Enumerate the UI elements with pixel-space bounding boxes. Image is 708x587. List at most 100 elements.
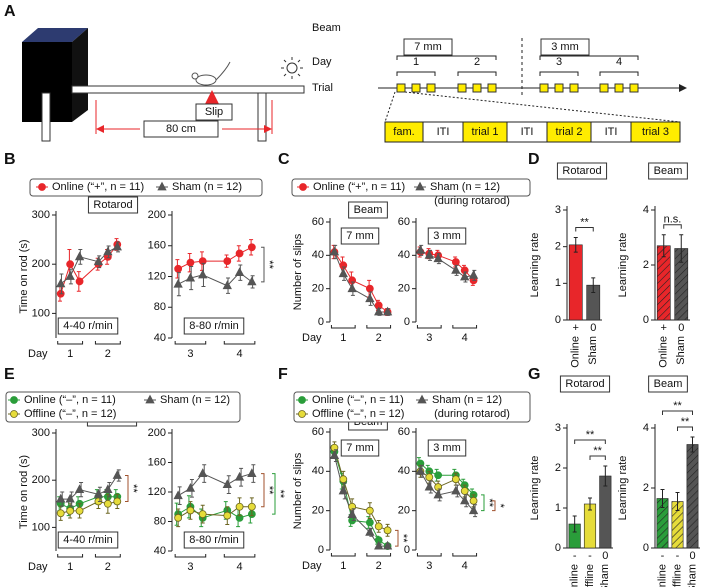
width-label: 3 mm — [551, 41, 579, 53]
marker — [298, 396, 306, 404]
marker — [247, 502, 256, 511]
error-bar — [573, 237, 578, 253]
significance-label: n.s. — [664, 214, 682, 226]
panel-header-box — [559, 375, 611, 393]
annotation-box — [340, 439, 380, 457]
y-tick-label: 3 — [555, 422, 561, 434]
y-tick-label: 2 — [555, 241, 561, 253]
trial-part-label: ITI — [437, 126, 450, 138]
significance-bracket — [481, 494, 485, 512]
box-top — [22, 28, 88, 42]
x-tick-label: Online — [569, 564, 581, 587]
marker — [112, 241, 122, 251]
day-bracket — [366, 553, 392, 557]
day-bracket — [57, 554, 84, 558]
marker — [65, 271, 75, 280]
marker — [157, 181, 167, 191]
legend-label: Online (“+”, n = 11) — [52, 181, 144, 193]
marker — [460, 495, 470, 505]
legend-label: Sham (n = 12) — [432, 394, 502, 406]
y-tick-label: 40 — [312, 249, 324, 261]
day-bracket — [457, 71, 497, 76]
marker — [417, 394, 427, 404]
marker — [365, 506, 374, 515]
panel-header: Beam — [654, 378, 683, 390]
width-box — [540, 38, 590, 56]
marker — [174, 513, 183, 522]
marker — [185, 482, 196, 492]
x-tick-label: Offline — [584, 564, 596, 587]
marker — [56, 493, 66, 503]
significance-label: ** — [586, 429, 595, 441]
zoom-line — [384, 91, 396, 123]
y-axis-label: Time on rod (s) — [18, 239, 30, 313]
day-bracket — [539, 71, 579, 76]
distance-box — [143, 120, 219, 138]
beam — [71, 85, 305, 94]
significance-label: ** — [263, 260, 275, 269]
bar-label: + — [573, 322, 579, 334]
day-bracket — [416, 325, 442, 329]
marker — [382, 540, 393, 550]
y-tick-label: 40 — [154, 332, 166, 344]
marker — [339, 475, 348, 484]
day-number: 1 — [413, 56, 419, 68]
marker — [223, 511, 232, 520]
y-axis-label: Learning rate — [617, 233, 629, 298]
day-bracket — [396, 71, 436, 76]
trial-part-label: trial 1 — [472, 126, 499, 138]
error-bar — [675, 492, 680, 511]
day-label: 4 — [237, 348, 243, 360]
marker — [339, 261, 348, 270]
trial-square — [614, 83, 624, 93]
marker — [469, 496, 478, 505]
day-bracket — [57, 341, 84, 345]
y-tick-label: 60 — [398, 216, 410, 228]
marker — [145, 394, 155, 404]
day-number: 2 — [474, 56, 480, 68]
marker — [186, 506, 195, 515]
significance-label: ** — [127, 484, 139, 493]
y-tick-label: 20 — [312, 283, 324, 295]
significance-bracket — [395, 529, 399, 547]
annotation-box — [57, 531, 119, 549]
panel-header-box — [348, 201, 388, 219]
legend-note: (during rotarod) — [434, 408, 510, 420]
box-side — [72, 28, 88, 122]
significance-bracket — [272, 473, 276, 515]
y-tick-label: 0 — [318, 316, 324, 328]
zoom-line — [404, 91, 681, 123]
width-bracket — [539, 55, 639, 60]
marker — [247, 243, 256, 252]
trial-label: Trial — [312, 82, 333, 94]
y-tick-label: 20 — [398, 283, 410, 295]
annotation: 8-80 r/min — [189, 320, 239, 332]
legend-label: Sham (n = 12) — [172, 181, 242, 193]
marker — [348, 276, 357, 285]
error-bar — [572, 515, 577, 533]
marker — [75, 277, 84, 286]
legend-label: Offline (“–”, n = 12) — [24, 408, 116, 420]
panel-letter: B — [4, 151, 16, 168]
marker — [198, 510, 207, 519]
marker — [66, 506, 75, 515]
y-tick-label: 60 — [398, 426, 410, 438]
y-tick-label: 40 — [312, 465, 324, 477]
marker — [415, 181, 425, 191]
error-bar — [660, 489, 665, 508]
error-bar — [679, 234, 684, 263]
day-label: 4 — [462, 332, 468, 344]
day-number: 3 — [556, 56, 562, 68]
y-tick-label: 160 — [148, 240, 166, 252]
bar — [686, 444, 699, 549]
marker — [460, 271, 470, 281]
marker — [374, 306, 384, 316]
day-label: 3 — [187, 348, 193, 360]
bar — [568, 244, 583, 321]
bar-label: - — [661, 550, 665, 562]
y-tick-label: 120 — [148, 270, 166, 282]
y-tick-label: 40 — [398, 249, 410, 261]
bar — [599, 475, 612, 549]
x-axis-label: Day — [28, 348, 48, 360]
significance-bracket — [663, 224, 682, 229]
